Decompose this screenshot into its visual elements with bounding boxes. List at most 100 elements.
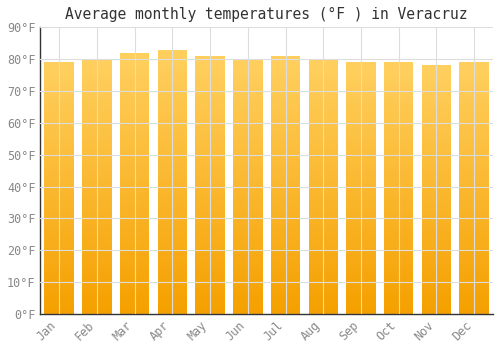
Bar: [460, 154, 489, 159]
Bar: [82, 110, 112, 114]
Bar: [158, 120, 187, 125]
Bar: [120, 140, 150, 144]
Bar: [271, 99, 300, 103]
Bar: [44, 301, 74, 306]
Bar: [308, 191, 338, 195]
Bar: [120, 201, 150, 205]
Bar: [460, 62, 489, 66]
Bar: [346, 213, 376, 217]
Bar: [44, 83, 74, 88]
Bar: [82, 233, 112, 237]
Bar: [271, 133, 300, 138]
Bar: [346, 217, 376, 222]
Bar: [422, 202, 451, 206]
Bar: [308, 233, 338, 237]
Bar: [158, 111, 187, 116]
Bar: [233, 140, 262, 144]
Bar: [308, 203, 338, 208]
Bar: [346, 264, 376, 268]
Bar: [158, 243, 187, 248]
Bar: [196, 228, 225, 232]
Bar: [422, 181, 451, 186]
Bar: [271, 288, 300, 292]
Bar: [460, 293, 489, 297]
Bar: [271, 168, 300, 172]
Bar: [422, 103, 451, 107]
Bar: [196, 249, 225, 254]
Bar: [384, 159, 414, 163]
Bar: [346, 238, 376, 243]
Bar: [120, 53, 150, 57]
Bar: [233, 250, 262, 254]
Bar: [384, 92, 414, 96]
Bar: [271, 275, 300, 280]
Bar: [460, 138, 489, 142]
Bar: [196, 211, 225, 215]
Bar: [158, 217, 187, 222]
Bar: [346, 100, 376, 104]
Bar: [233, 76, 262, 80]
Bar: [460, 117, 489, 121]
Bar: [44, 201, 74, 205]
Bar: [271, 116, 300, 120]
Bar: [44, 192, 74, 196]
Bar: [308, 259, 338, 263]
Bar: [308, 216, 338, 221]
Bar: [82, 72, 112, 76]
Bar: [346, 289, 376, 293]
Bar: [308, 208, 338, 212]
Bar: [82, 119, 112, 123]
Bar: [384, 108, 414, 113]
Bar: [120, 257, 150, 262]
Bar: [460, 188, 489, 192]
Bar: [384, 310, 414, 314]
Bar: [346, 301, 376, 306]
Bar: [196, 189, 225, 194]
Bar: [233, 178, 262, 182]
Bar: [158, 195, 187, 199]
Bar: [346, 83, 376, 88]
Bar: [422, 310, 451, 314]
Bar: [120, 179, 150, 183]
Bar: [308, 123, 338, 127]
Bar: [422, 78, 451, 82]
Bar: [308, 127, 338, 131]
Bar: [271, 112, 300, 116]
Bar: [422, 186, 451, 190]
Bar: [196, 309, 225, 314]
Bar: [196, 159, 225, 163]
Bar: [384, 222, 414, 226]
Bar: [308, 182, 338, 187]
Bar: [158, 76, 187, 80]
Bar: [460, 88, 489, 92]
Bar: [196, 297, 225, 301]
Bar: [120, 166, 150, 170]
Bar: [422, 227, 451, 231]
Bar: [271, 185, 300, 189]
Bar: [158, 155, 187, 160]
Bar: [82, 199, 112, 203]
Bar: [422, 132, 451, 136]
Bar: [82, 284, 112, 288]
Bar: [308, 169, 338, 174]
Bar: [233, 284, 262, 288]
Bar: [82, 97, 112, 102]
Bar: [120, 131, 150, 135]
Bar: [196, 172, 225, 176]
Bar: [460, 280, 489, 285]
Bar: [346, 280, 376, 285]
Bar: [82, 280, 112, 284]
Bar: [384, 142, 414, 146]
Bar: [308, 199, 338, 203]
Bar: [233, 203, 262, 208]
Bar: [271, 262, 300, 267]
Bar: [82, 85, 112, 89]
Bar: [460, 243, 489, 247]
Bar: [384, 62, 414, 66]
Bar: [271, 305, 300, 310]
Bar: [44, 205, 74, 209]
Bar: [346, 234, 376, 238]
Bar: [422, 268, 451, 273]
Bar: [460, 289, 489, 293]
Bar: [120, 170, 150, 175]
